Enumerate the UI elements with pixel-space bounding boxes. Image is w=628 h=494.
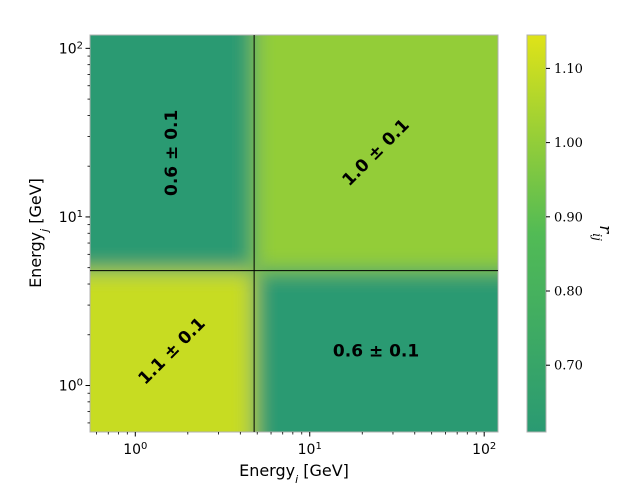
colorbar-tick-label: 1.00 [554,136,583,151]
x-tick-exponent: 2 [490,441,496,452]
cell-label-high-low: 0.6 ± 0.1 [333,341,419,361]
colorbar-tick-label: 1.10 [554,62,583,77]
x-tick-base: 10 [123,442,141,458]
colorbar-label: rij [590,225,615,241]
x-axis-label-main: Energy [239,461,295,480]
y-tick-label: 101 [59,208,83,226]
plot-area: 1.1 ± 0.1 0.6 ± 0.10.6 ± 0.1 1.0 ± 0.1 [89,34,499,433]
y-tick-label: 102 [59,40,83,58]
cell-high-low [254,270,498,432]
cell-low-low [90,270,255,432]
x-tick-label: 102 [472,441,496,459]
cell-high-high [254,35,498,271]
colorbar-label-subscript: ij [590,233,604,241]
y-axis-label: Energyj [GeV] [26,178,51,288]
y-tick-base: 10 [59,41,77,57]
colorbar-tick-label: 0.90 [554,210,583,225]
y-tick-exponent: 1 [77,208,83,219]
x-axis-label-subscript: i [295,473,298,486]
y-axis-label-subscript: j [38,228,51,234]
y-tick-base: 10 [59,379,77,395]
x-tick-label: 100 [123,441,147,459]
x-axis: 100 101 102 [96,432,496,459]
y-axis-label-main: Energy [26,232,45,288]
x-tick-base: 10 [472,442,490,458]
x-tick-exponent: 0 [141,441,147,452]
colorbar-tick-label: 0.80 [554,285,583,300]
y-tick-exponent: 0 [77,377,83,388]
y-axis-label-unit: [GeV] [26,178,45,229]
colorbar-label-main: r [595,225,615,234]
x-axis-label-unit: [GeV] [298,461,349,480]
x-axis-label: Energyi [GeV] [239,461,349,486]
x-tick-exponent: 1 [315,441,321,452]
y-tick-base: 10 [59,210,77,226]
x-tick-label: 101 [298,441,322,459]
x-tick-base: 10 [298,442,316,458]
cell-low-high [90,35,255,271]
colorbar: 0.70 0.80 0.90 1.00 1.10 rij [526,34,615,433]
y-tick-label: 100 [59,377,83,395]
cell-label-low-high: 0.6 ± 0.1 [162,110,182,196]
y-tick-exponent: 2 [77,40,83,51]
colorbar-tick-label: 0.70 [554,359,583,374]
colorbar-gradient [526,34,547,433]
